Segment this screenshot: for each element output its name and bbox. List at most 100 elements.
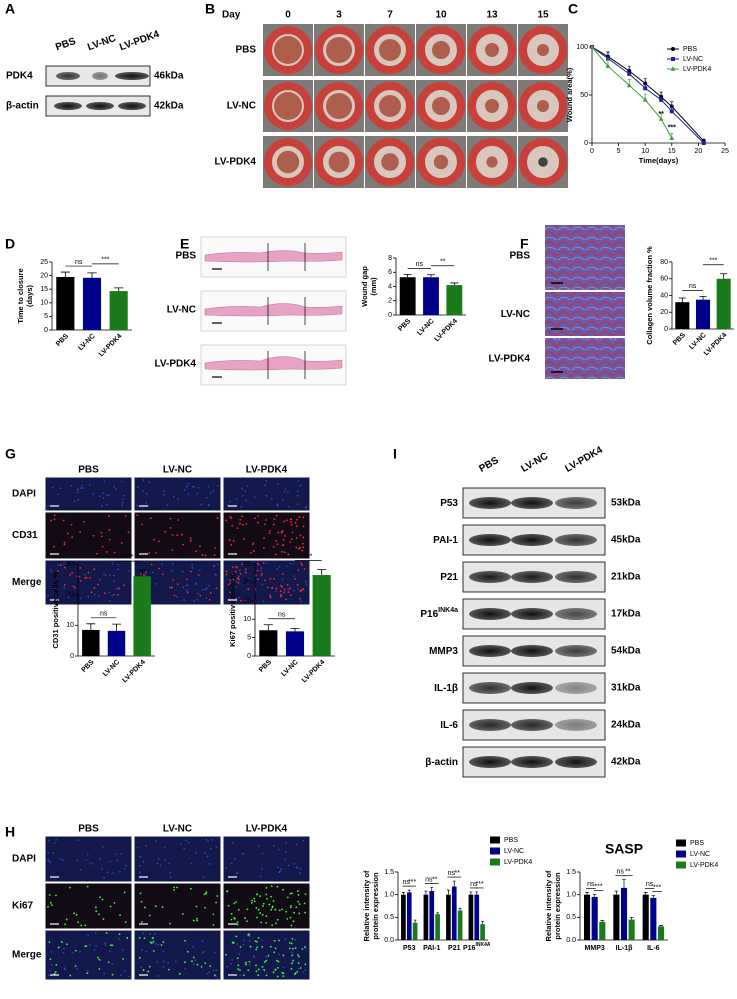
- bar: [401, 894, 406, 940]
- y-tick-label: 0: [70, 653, 74, 660]
- nucleus: [184, 967, 187, 970]
- positive-cell: [281, 550, 284, 553]
- blot-band: [511, 497, 553, 509]
- nucleus: [242, 494, 244, 497]
- day-label: Day: [222, 10, 241, 21]
- positive-cell: [47, 905, 49, 908]
- bar: [82, 277, 102, 330]
- positive-cell: [54, 971, 57, 973]
- positive-cell: [271, 906, 274, 909]
- positive-cell: [289, 892, 292, 895]
- nucleus: [225, 867, 227, 870]
- nucleus: [276, 866, 279, 869]
- nucleus: [92, 493, 95, 496]
- nucleus: [194, 851, 197, 854]
- positive-cell: [274, 922, 277, 925]
- photo-wound: [381, 153, 399, 171]
- positive-cell: [48, 894, 51, 896]
- nucleus: [289, 562, 291, 565]
- positive-cell: [230, 517, 233, 520]
- size-label: 54kDa: [611, 646, 641, 657]
- blot-band: [511, 719, 553, 731]
- positive-cell: [141, 523, 143, 526]
- positive-cell: [295, 546, 298, 549]
- y-tick-label: 0: [584, 140, 588, 147]
- positive-cell: [256, 940, 258, 943]
- positive-cell: [205, 891, 208, 893]
- nucleus: [207, 504, 210, 507]
- x-tick-label: PBS: [55, 333, 70, 348]
- positive-cell: [161, 906, 164, 908]
- legend-label: LV-PDK4: [504, 859, 532, 866]
- protein-label: PAI-1: [433, 535, 458, 546]
- positive-cell: [99, 896, 101, 899]
- nucleus: [277, 482, 280, 485]
- legend-label: LV-NC: [683, 56, 703, 63]
- blot-band: [469, 682, 511, 694]
- error-bar: [651, 895, 656, 898]
- x-tick-label: LV-PDK4: [703, 332, 729, 358]
- positive-cell: [251, 899, 254, 902]
- nucleus: [238, 569, 241, 572]
- nucleus: [53, 842, 56, 844]
- nucleus: [95, 945, 98, 947]
- y-tick-label: 100: [576, 44, 588, 51]
- nucleus: [265, 480, 268, 482]
- positive-cell: [225, 953, 227, 956]
- positive-cell: [273, 577, 275, 580]
- x-tick-label: LV-NC: [280, 659, 299, 678]
- photo-wound: [537, 44, 549, 56]
- nucleus: [128, 975, 130, 978]
- positive-cell: [284, 535, 286, 537]
- positive-cell: [289, 587, 292, 589]
- nucleus: [198, 569, 201, 572]
- tissue: [204, 250, 343, 263]
- positive-cell: [55, 963, 58, 966]
- positive-cell: [147, 970, 150, 973]
- positive-cell: [199, 594, 202, 597]
- positive-cell: [117, 587, 120, 590]
- positive-cell: [299, 546, 302, 549]
- protein-name: MMP3: [429, 646, 458, 657]
- positive-cell: [68, 886, 71, 889]
- nucleus: [171, 562, 174, 565]
- size-label: 24kDa: [611, 720, 641, 731]
- positive-cell: [209, 592, 212, 594]
- marker: [669, 109, 674, 114]
- x-tick-label: LV-NC: [102, 659, 121, 678]
- positive-cell: [236, 921, 239, 924]
- nucleus: [216, 485, 219, 488]
- significance-label: ***: [594, 884, 602, 891]
- nucleus: [117, 563, 120, 566]
- nucleus: [101, 867, 104, 870]
- positive-cell: [119, 914, 121, 917]
- positive-cell: [66, 943, 68, 946]
- positive-cell: [272, 545, 275, 548]
- nucleus: [208, 863, 211, 865]
- positive-cell: [297, 569, 300, 572]
- error-bar: [622, 879, 626, 888]
- nucleus: [304, 506, 307, 509]
- positive-cell: [196, 963, 199, 966]
- nucleus: [102, 496, 105, 499]
- nucleus: [55, 839, 58, 841]
- nucleus: [121, 498, 124, 501]
- nucleus: [236, 943, 239, 946]
- positive-cell: [268, 903, 271, 906]
- error-bar: [317, 569, 327, 576]
- positive-cell: [215, 587, 218, 590]
- positive-cell: [265, 887, 268, 889]
- x-tick-label: P53: [403, 945, 416, 952]
- positive-cell: [79, 566, 82, 569]
- bar: [620, 887, 628, 940]
- y-tick-label: 1.0: [566, 892, 576, 899]
- positive-cell: [225, 573, 228, 576]
- error-bar: [659, 925, 663, 927]
- nucleus: [121, 501, 124, 504]
- positive-cell: [213, 564, 216, 567]
- y-axis-label: Ki67 positive cells %: [228, 573, 237, 647]
- positive-cell: [216, 895, 219, 897]
- nucleus: [174, 960, 177, 963]
- x-tick-label: 20: [695, 148, 703, 155]
- group-label: LV-NC: [163, 465, 192, 476]
